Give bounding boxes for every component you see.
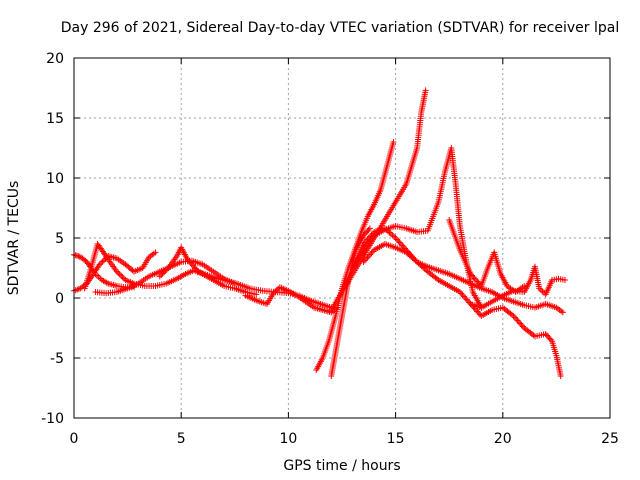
data-point	[99, 258, 106, 265]
y-tick-label: 5	[55, 231, 64, 247]
y-axis-label: SDTVAR / TECUs	[6, 181, 22, 296]
data-point	[392, 235, 399, 241]
data-point	[545, 333, 552, 340]
grid	[74, 58, 610, 418]
data-point	[98, 260, 105, 266]
data-point	[396, 239, 403, 246]
data-point	[518, 322, 525, 328]
data-point	[395, 238, 402, 244]
data-point	[559, 309, 566, 316]
data-point	[547, 336, 554, 343]
data-series	[446, 217, 528, 295]
data-point	[397, 241, 404, 247]
data-point	[463, 296, 470, 303]
data-point	[422, 87, 429, 94]
y-tick-label: 15	[46, 111, 64, 127]
data-point	[118, 272, 125, 279]
data-point	[366, 225, 373, 232]
data-point	[464, 298, 471, 304]
data-point	[364, 228, 371, 235]
data-point	[515, 319, 522, 325]
data-series	[467, 263, 568, 311]
data-point	[388, 230, 395, 237]
data-point	[542, 331, 549, 337]
data-point	[462, 295, 469, 301]
data-point	[390, 139, 397, 145]
plot-frame	[73, 57, 611, 419]
data-point	[163, 266, 170, 273]
data-point	[82, 257, 89, 264]
data-point	[473, 277, 479, 283]
data-point	[96, 261, 103, 268]
data-point	[121, 275, 128, 282]
data-point	[101, 257, 108, 264]
data-point	[557, 373, 564, 379]
chart-title: Day 296 of 2021, Sidereal Day-to-day VTE…	[61, 20, 619, 36]
data-point	[514, 317, 521, 324]
x-tick-label: 10	[279, 431, 297, 447]
x-tick-label: 25	[601, 431, 619, 447]
data-point	[116, 271, 123, 278]
data-point	[459, 292, 466, 298]
data-point	[361, 231, 368, 238]
data-series	[328, 87, 429, 313]
y-tick-label: 20	[46, 51, 64, 67]
x-tick-label: 15	[387, 431, 405, 447]
data-layer	[71, 87, 568, 379]
data-point	[389, 232, 396, 239]
y-tick-label: -5	[50, 351, 64, 367]
data-point	[513, 316, 520, 322]
data-point	[386, 229, 393, 236]
data-point	[156, 273, 163, 280]
y-tick-label: 10	[46, 171, 64, 187]
data-point	[152, 249, 159, 256]
data-point	[543, 332, 550, 339]
y-tick-label: 0	[55, 291, 64, 307]
data-point	[158, 272, 165, 278]
data-point	[119, 274, 126, 281]
data-point	[363, 229, 370, 236]
data-point	[162, 267, 169, 274]
data-point	[393, 236, 400, 243]
x-tick-label: 0	[70, 431, 79, 447]
x-tick-label: 20	[494, 431, 512, 447]
data-point	[511, 314, 518, 321]
data-point	[546, 335, 553, 342]
data-point	[161, 269, 168, 276]
x-tick-label: 5	[177, 431, 186, 447]
data-series	[156, 244, 335, 311]
data-point	[391, 233, 398, 240]
y-tick-label: -10	[41, 411, 64, 427]
data-series	[242, 284, 341, 316]
data-point	[365, 226, 372, 233]
data-point	[360, 232, 367, 239]
data-point	[517, 320, 524, 327]
data-point	[399, 242, 406, 249]
data-point	[471, 275, 478, 282]
data-point	[460, 293, 467, 300]
data-point	[159, 270, 166, 277]
data-point	[115, 270, 122, 276]
data-point	[519, 323, 526, 330]
data-series	[360, 241, 564, 379]
axis-ticks: 0 5 10 15 20 25 -10 -5 0 5 10 15 20	[41, 51, 619, 447]
data-point	[113, 268, 120, 275]
data-point	[561, 277, 568, 283]
x-axis-label: GPS time / hours	[283, 458, 400, 474]
